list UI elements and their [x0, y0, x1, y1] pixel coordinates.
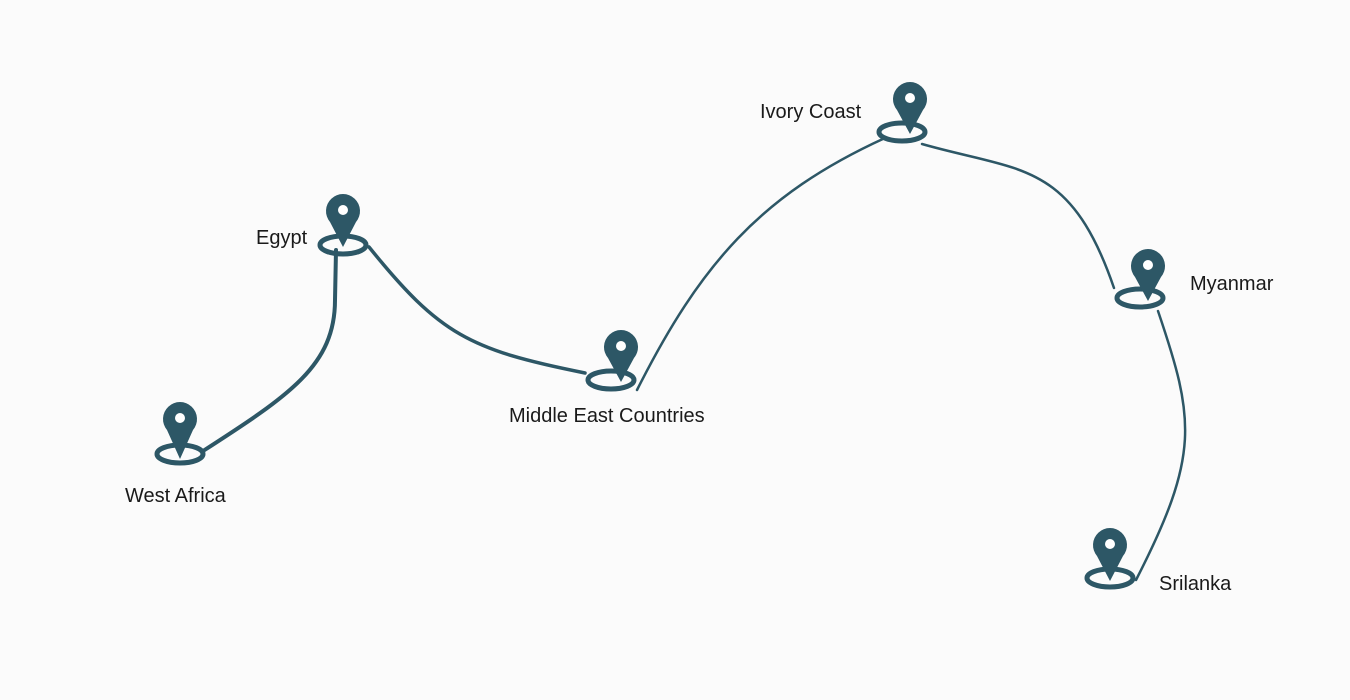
- route-segment-west-africa-egypt: [201, 248, 338, 453]
- map-pin-icon: [326, 194, 360, 247]
- pin-hole: [905, 93, 915, 103]
- stop-label-myanmar: Myanmar: [1190, 273, 1274, 295]
- stop-label-ivory-coast: Ivory Coast: [760, 101, 862, 123]
- stop-pin-srilanka: [1084, 528, 1136, 590]
- pin-hole: [175, 413, 185, 423]
- stop-label-srilanka: Srilanka: [1159, 573, 1232, 595]
- route-segment-ivory-coast-myanmar: [920, 142, 1116, 290]
- stop-pin-middle-east: [585, 330, 638, 392]
- pin-base-ring: [1114, 286, 1166, 310]
- pin-hole: [1143, 260, 1153, 270]
- route-lines: [201, 136, 1187, 582]
- map-pin-icon: [1131, 249, 1165, 301]
- map-pin-icon: [604, 330, 638, 382]
- stop-pin-myanmar: [1114, 249, 1166, 310]
- pin-hole: [1105, 539, 1115, 549]
- pin-hole: [616, 341, 626, 351]
- route-segment-myanmar-srilanka: [1134, 309, 1187, 582]
- map-pin-icon: [163, 402, 197, 459]
- pin-hole: [338, 205, 348, 215]
- stop-pin-ivory-coast: [876, 82, 928, 144]
- stop-label-west-africa: West Africa: [125, 485, 226, 507]
- pin-base-ring: [585, 368, 637, 392]
- map-pin-icon: [893, 82, 927, 134]
- stop-label-middle-east: Middle East Countries: [509, 405, 705, 427]
- map-pin-icon: [1093, 528, 1127, 581]
- stop-label-egypt: Egypt: [256, 227, 308, 249]
- pin-base-ring: [876, 120, 928, 144]
- route-segment-egypt-middle-east: [367, 245, 587, 375]
- stop-pin-west-africa: [154, 402, 206, 466]
- route-segment-middle-east-ivory-coast: [635, 136, 887, 392]
- stop-pin-egypt: [317, 194, 369, 257]
